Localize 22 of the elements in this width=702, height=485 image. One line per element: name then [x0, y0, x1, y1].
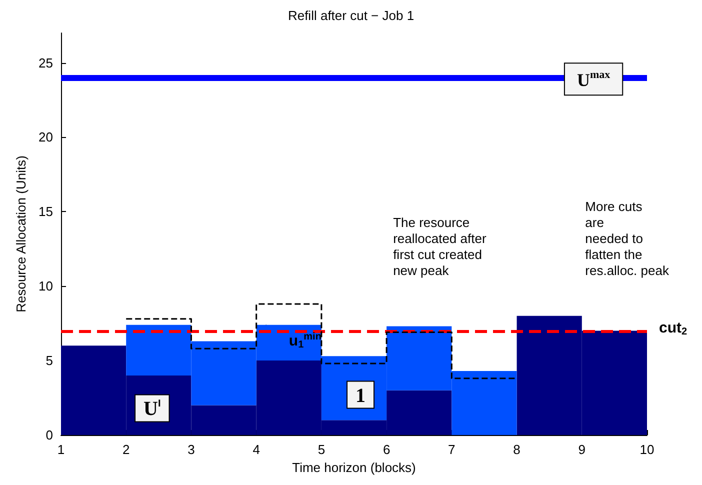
x-tick-label: 10: [640, 442, 654, 457]
y-tick-label: 10: [38, 278, 53, 294]
annotation: 1: [356, 384, 366, 407]
chart-title: Refill after cut − Job 1: [288, 8, 414, 23]
y-tick-label: 0: [46, 428, 53, 442]
x-tick-label: 2: [122, 442, 130, 457]
x-tick-label: 8: [513, 442, 520, 457]
y-tick-label: 15: [38, 204, 53, 220]
x-tick-label: 7: [448, 442, 456, 457]
x-tick-label: 5: [318, 442, 326, 457]
y-tick-label: 5: [46, 353, 53, 368]
x-tick-label: 6: [382, 442, 390, 457]
x-tick-label: 3: [188, 442, 195, 457]
x-tick-label: 4: [252, 442, 260, 457]
x-axis-title: Time horizon (blocks): [292, 460, 416, 475]
x-tick-label: 9: [578, 442, 586, 457]
annotation: The resource reallocated after first cut created new peak: [393, 215, 487, 278]
y-tick-label: 20: [38, 130, 53, 145]
annotation: More cuts are needed to flatten the res.alloc. peak: [585, 199, 670, 278]
y-tick-label: 25: [38, 55, 53, 70]
x-tick-label: 1: [57, 442, 65, 457]
y-axis-title: Resource Allocation (Units): [14, 156, 29, 312]
